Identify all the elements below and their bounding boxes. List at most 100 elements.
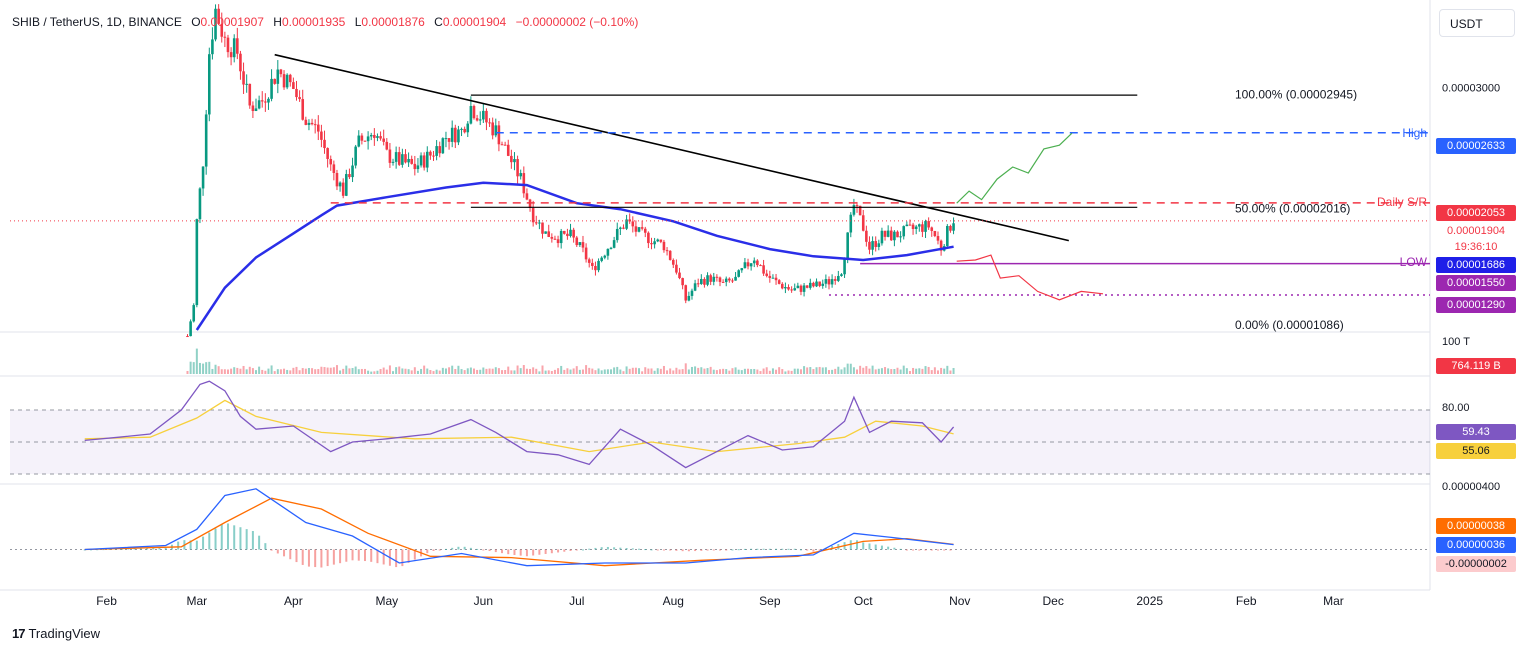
volume-bar [348, 368, 351, 374]
volume-bar [220, 369, 223, 374]
candle-body [422, 155, 426, 168]
countdown-tag: 19:36:10 [1455, 241, 1498, 253]
moving-average-line [195, 181, 954, 331]
volume-bar [613, 367, 616, 374]
volume-bar [332, 367, 335, 374]
volume-bar [756, 369, 759, 374]
currency-button[interactable]: USDT [1439, 9, 1515, 37]
volume-bar [339, 370, 342, 374]
volume-bar [597, 368, 600, 374]
candle-body [397, 152, 401, 165]
candle-body [724, 278, 728, 283]
volume-bar [423, 365, 426, 374]
candle-body [292, 82, 295, 89]
candle-body [843, 259, 846, 275]
volume-bar [457, 365, 460, 374]
candle-body [615, 228, 619, 241]
candle-body [320, 131, 323, 140]
volume-bar [248, 366, 251, 374]
volume-bar [728, 370, 731, 374]
candle-body [245, 83, 248, 85]
volume-bar [610, 369, 613, 374]
candle-body [288, 74, 292, 83]
candle-body [282, 74, 286, 88]
low-price-tag-bg [1436, 275, 1516, 291]
volume-bar [345, 365, 348, 374]
volume-bar [799, 369, 802, 374]
candle-body [849, 214, 853, 233]
y-tick-label: 0.00003000 [1442, 82, 1500, 94]
candle-body [706, 275, 709, 285]
low-label: LOW [1400, 255, 1428, 269]
candle-body [260, 100, 264, 102]
candle-body [812, 282, 815, 287]
macd-histogram-bar [862, 542, 865, 550]
volume-bar [532, 367, 535, 374]
volume-bar [258, 366, 261, 374]
x-tick-label: Feb [96, 594, 117, 608]
macd-signal-line [84, 497, 954, 567]
macd-histogram-bar [332, 549, 335, 565]
macd-histogram-bar [575, 549, 578, 551]
open-label: O [191, 15, 201, 29]
volume-bar [485, 368, 488, 374]
candle-body [746, 262, 750, 267]
macd-histogram-bar [432, 549, 435, 552]
candle-body [752, 260, 756, 264]
macd-histogram-bar [613, 547, 616, 550]
volume-bar [398, 366, 401, 374]
x-tick-label: Jun [474, 594, 493, 608]
volume-bar [469, 367, 472, 374]
macd-histogram-bar [289, 549, 292, 560]
macd-tick-label: 0.00000400 [1442, 481, 1500, 493]
volume-bar [743, 368, 746, 374]
volume-bar [264, 370, 267, 374]
macd-histogram-bar [146, 548, 149, 550]
volume-bar [918, 368, 921, 374]
candle-body [491, 122, 494, 136]
volume-bar [877, 368, 880, 374]
candle-body [447, 138, 451, 142]
macd-histogram-bar [407, 549, 410, 563]
candle-body [715, 276, 719, 278]
macd-histogram-bar [756, 548, 759, 550]
candle-body [591, 262, 594, 266]
macd-histogram-bar [943, 549, 946, 551]
volume-bar [217, 366, 220, 374]
macd-histogram-bar [687, 549, 690, 552]
macd-histogram-bar [139, 548, 142, 550]
macd-histogram-bar [775, 548, 778, 550]
candle-body [662, 241, 666, 251]
symbol-legend: SHIB / TetherUS, 1D, BINANCE O0.00001907… [12, 15, 638, 29]
volume-bar [292, 367, 295, 374]
volume-bar [591, 368, 594, 374]
macd-histogram-bar [195, 540, 198, 550]
candle-body [899, 236, 902, 238]
macd-histogram-bar [532, 549, 535, 556]
volume-bar [404, 368, 407, 374]
macd-histogram-bar [793, 548, 796, 550]
candle-body [805, 285, 809, 288]
candle-body [924, 221, 927, 232]
volume-bar [276, 369, 279, 374]
candle-body [837, 275, 840, 281]
candle-body [201, 166, 205, 189]
candle-body [547, 231, 551, 237]
volume-bar [856, 369, 859, 374]
volume-bar [681, 369, 684, 374]
candle-body [718, 277, 722, 282]
candle-body [485, 110, 488, 123]
candle-body [883, 230, 887, 237]
volume-bar [373, 371, 376, 374]
volume-bar [921, 368, 924, 374]
candle-body [534, 222, 538, 224]
macd-histogram-bar [581, 549, 584, 551]
macd-histogram-bar [239, 527, 242, 550]
x-tick-label: Sep [759, 594, 781, 608]
volume-bar [890, 369, 893, 374]
candle-body [522, 173, 526, 194]
candle-body [301, 99, 305, 120]
candle-body [254, 108, 258, 112]
candle-body [385, 141, 389, 150]
